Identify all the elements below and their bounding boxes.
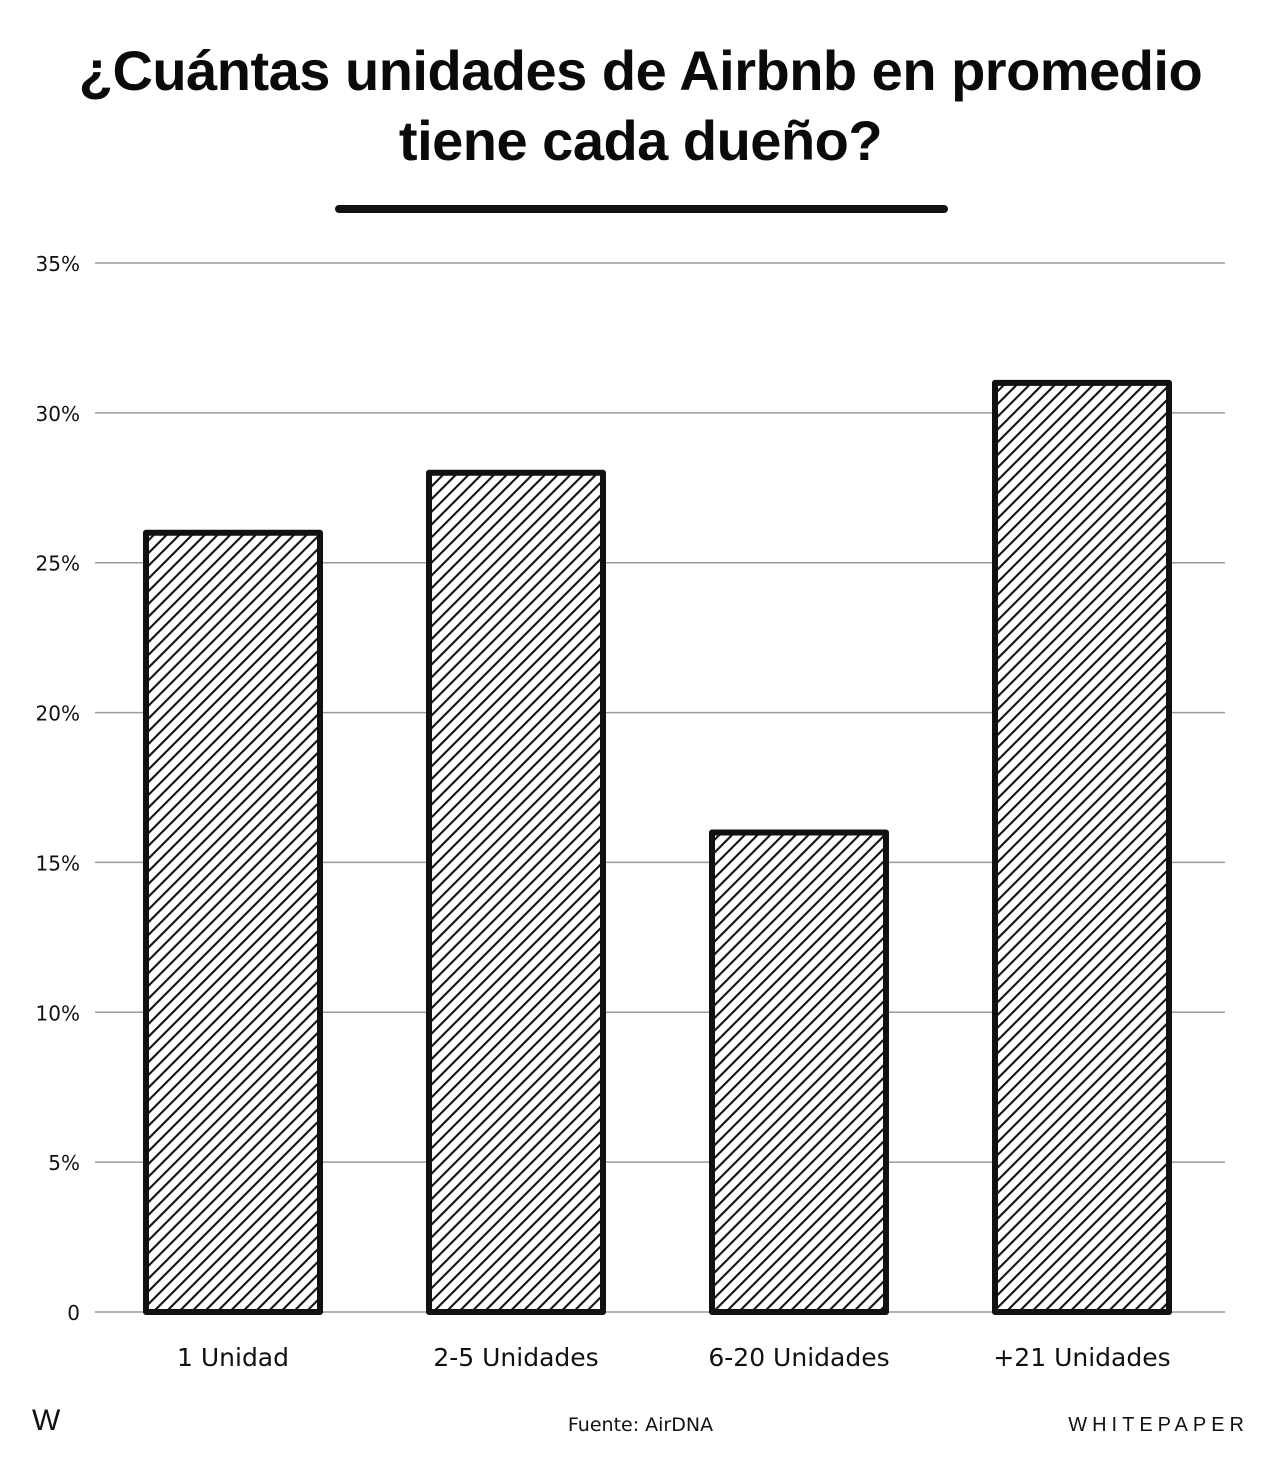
brand-name: WHITEPAPER <box>1068 1414 1249 1436</box>
title-underline <box>335 205 948 213</box>
y-tick-label: 25% <box>36 552 80 576</box>
y-tick-label: 20% <box>36 702 80 726</box>
bar-4 <box>992 379 1172 1315</box>
y-tick-label: 30% <box>36 402 80 426</box>
bar-3 <box>709 829 889 1315</box>
logo-mark: W <box>32 1404 61 1437</box>
bar-1 <box>143 529 323 1315</box>
source-note: Fuente: AirDNA <box>567 1414 714 1436</box>
x-tick-label: 1 Unidad <box>177 1343 289 1372</box>
y-tick-label: 10% <box>36 1001 80 1025</box>
bars <box>143 379 1172 1315</box>
x-tick-label: +21 Unidades <box>993 1343 1170 1372</box>
y-tick-label: 0 <box>67 1301 80 1325</box>
x-tick-label: 2-5 Unidades <box>433 1343 598 1372</box>
y-tick-label: 15% <box>36 851 80 875</box>
y-tick-label: 35% <box>36 252 80 276</box>
y-tick-label: 5% <box>48 1151 80 1175</box>
x-axis-labels: 1 Unidad 2-5 Unidades 6-20 Unidades +21 Uni… <box>177 1343 1171 1372</box>
x-tick-label: 6-20 Unidades <box>708 1343 889 1372</box>
chart-title: ¿Cuántas unidades de Airbnb en promedio … <box>78 39 1203 172</box>
bar-2 <box>426 469 606 1315</box>
y-axis-ticks: 0 5% 10% 15% 20% 25% 30% 35% <box>36 252 80 1325</box>
